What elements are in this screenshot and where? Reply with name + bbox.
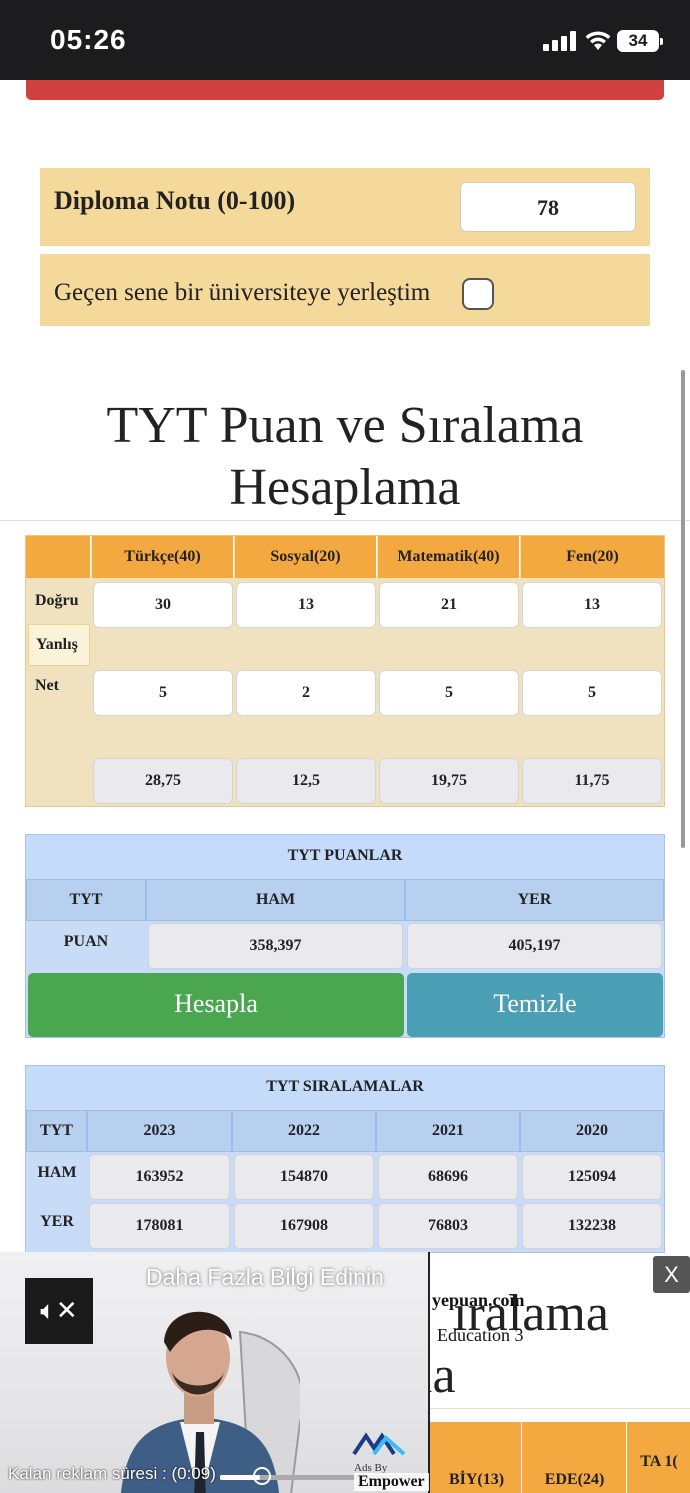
siralama-ham-2021: 68696	[378, 1154, 518, 1200]
siralama-yer-2022: 167908	[234, 1203, 374, 1249]
page-scrollbar[interactable]	[681, 370, 685, 848]
net-matematik-value: 19,75	[379, 758, 519, 804]
diploma-row: Diploma Notu (0-100) 78	[40, 168, 650, 246]
previous-year-checkbox[interactable]	[462, 278, 494, 310]
next-table-header	[430, 1422, 690, 1493]
header-turkce: Türkçe(40)	[92, 536, 234, 578]
puan-row-label: PUAN	[63, 933, 109, 950]
puan-table-title: TYT PUANLAR	[26, 835, 664, 877]
divider	[0, 520, 690, 521]
page-title-line1: TYT Puan ve Sıralama	[106, 397, 584, 454]
siralama-yer-2020: 132238	[522, 1203, 662, 1249]
ad-person-image	[120, 1311, 300, 1493]
battery-icon: 34	[617, 30, 663, 52]
puan-header-yer: YER	[405, 879, 664, 921]
ad-progress-knob	[253, 1467, 271, 1485]
page-title-line2: Hesaplama	[229, 459, 461, 516]
ad-progress-bar	[220, 1475, 260, 1480]
puan-header-ham: HAM	[146, 879, 405, 921]
diploma-label: Diploma Notu (0-100)	[54, 186, 296, 215]
signal-icon	[543, 31, 577, 51]
mute-icon[interactable]: 🔈︎✕	[25, 1278, 93, 1344]
puan-header-tyt: TYT	[26, 879, 146, 921]
siralama-header-tyt: TYT	[26, 1110, 87, 1152]
yanlis-fen-input[interactable]: 5	[522, 670, 662, 716]
status-bar: 05:26 34	[0, 0, 690, 80]
net-sosyal-value: 12,5	[236, 758, 376, 804]
siralama-header-2023: 2023	[87, 1110, 232, 1152]
page-title: TYT Puan ve Sıralama Hesaplama	[0, 395, 690, 519]
siralama-header-2022: 2022	[232, 1110, 376, 1152]
header-sosyal: Sosyal(20)	[235, 536, 377, 578]
ads-by-label: Ads By	[354, 1462, 388, 1474]
puan-ham-value: 358,397	[148, 923, 403, 969]
status-time: 05:26	[50, 24, 127, 55]
dogru-fen-input[interactable]: 13	[522, 582, 662, 628]
ad-site-label: yepuan.com	[432, 1290, 525, 1310]
row-label-yanlis: Yanlış	[28, 624, 90, 666]
ad-side-text: Education 3	[437, 1325, 524, 1345]
row-label-net: Net	[35, 677, 59, 694]
siralama-ham-2022: 154870	[234, 1154, 374, 1200]
next-section-title-part1: ıralama	[453, 1285, 609, 1342]
header-fen: Fen(20)	[521, 536, 664, 578]
previous-year-row: Geçen sene bir üniversiteye yerleştim	[40, 254, 650, 326]
ad-close-button[interactable]: X	[653, 1256, 690, 1293]
calculate-button[interactable]: Hesapla	[28, 973, 404, 1037]
ad-timer: Kalan reklam süresi : (0:09)	[8, 1464, 216, 1483]
siralama-row-label-ham: HAM	[37, 1164, 77, 1181]
net-table-corner	[26, 536, 91, 578]
clear-button[interactable]: Temizle	[407, 973, 663, 1037]
dogru-sosyal-input[interactable]: 13	[236, 582, 376, 628]
siralama-row-label-yer: YER	[40, 1213, 74, 1230]
next-header-biy: BİY(13)	[432, 1422, 522, 1493]
empower-logo-icon	[352, 1432, 406, 1456]
diploma-input[interactable]: 78	[460, 182, 636, 232]
alert-bar	[26, 80, 664, 100]
net-turkce-value: 28,75	[93, 758, 233, 804]
ad-brand-label: Empower	[354, 1473, 429, 1491]
puan-table: TYT PUANLAR TYT HAM YER PUAN 358,397 405…	[25, 834, 665, 1038]
siralama-yer-2023: 178081	[89, 1203, 230, 1249]
siralama-header-2021: 2021	[376, 1110, 520, 1152]
siralama-header-2020: 2020	[520, 1110, 664, 1152]
header-matematik: Matematik(40)	[378, 536, 520, 578]
siralama-ham-2020: 125094	[522, 1154, 662, 1200]
ad-progress-track	[220, 1475, 420, 1480]
dogru-matematik-input[interactable]: 21	[379, 582, 519, 628]
ad-headline[interactable]: Daha Fazla Bilgi Edinin	[146, 1264, 384, 1290]
next-header-ede: EDE(24)	[523, 1422, 627, 1493]
siralama-ham-2023: 163952	[89, 1154, 230, 1200]
yanlis-sosyal-input[interactable]: 2	[236, 670, 376, 716]
siralama-table: TYT SIRALAMALAR TYT 2023 2022 2021 2020 …	[25, 1065, 665, 1253]
net-table: Türkçe(40) Sosyal(20) Matematik(40) Fen(…	[25, 535, 665, 807]
wifi-icon	[585, 31, 611, 50]
siralama-table-title: TYT SIRALAMALAR	[26, 1066, 664, 1108]
previous-year-label: Geçen sene bir üniversiteye yerleştim	[54, 279, 431, 306]
dogru-turkce-input[interactable]: 30	[93, 582, 233, 628]
next-header-ta: TA 1(	[640, 1453, 678, 1470]
net-fen-value: 11,75	[522, 758, 662, 804]
yanlis-turkce-input[interactable]: 5	[93, 670, 233, 716]
puan-yer-value: 405,197	[407, 923, 662, 969]
video-ad[interactable]: Daha Fazla Bilgi Edinin 🔈︎✕ Kalan reklam…	[0, 1252, 430, 1493]
row-label-dogru: Doğru	[35, 592, 79, 609]
yanlis-matematik-input[interactable]: 5	[379, 670, 519, 716]
siralama-yer-2021: 76803	[378, 1203, 518, 1249]
